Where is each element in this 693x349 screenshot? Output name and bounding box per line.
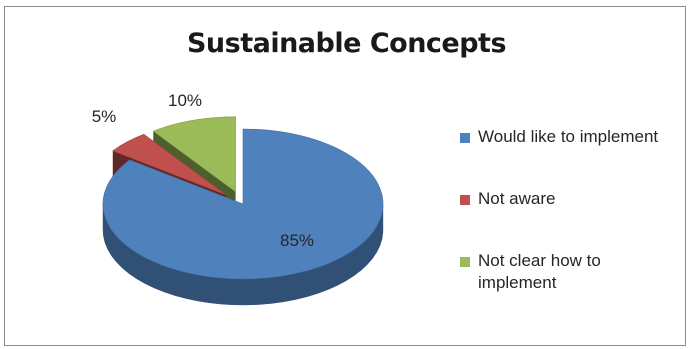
legend-swatch-not-aware xyxy=(460,195,470,205)
pie-slice-would-like-to-implement xyxy=(102,128,384,280)
data-label-not-aware: 5% xyxy=(92,107,117,126)
data-label-not-clear-how-to-implement: 10% xyxy=(168,91,202,110)
legend-item-would-like-to-implement: Would like to implement xyxy=(460,126,678,148)
legend-label-not-clear-how-to-implement: Not clear how to implement xyxy=(478,251,601,292)
chart-title: Sustainable Concepts xyxy=(186,28,507,59)
legend-item-not-aware: Not aware xyxy=(460,188,678,210)
legend-label-would-like-to-implement: Would like to implement xyxy=(478,127,659,146)
pie-slice-not-clear-how-to-implement xyxy=(152,116,236,193)
legend-label-not-aware: Not aware xyxy=(478,189,556,208)
data-label-would-like-to-implement: 85% xyxy=(280,231,314,250)
legend-swatch-would-like-to-implement xyxy=(460,133,470,143)
legend-item-not-clear-how-to-implement: Not clear how to implement xyxy=(460,250,678,294)
legend-swatch-not-clear-how-to-implement xyxy=(460,257,470,267)
pie-slice-not-aware xyxy=(112,133,227,196)
